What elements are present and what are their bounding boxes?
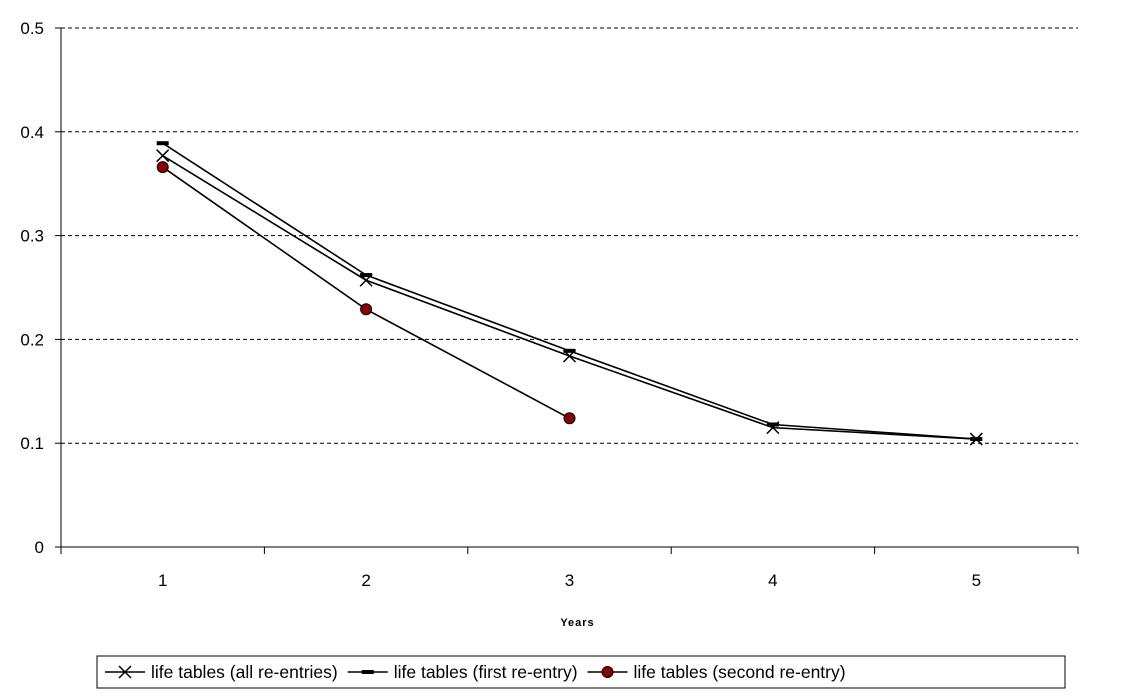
series (156, 141, 983, 446)
data-point (156, 149, 170, 163)
series-3 (156, 161, 576, 425)
y-tick-label: 0.1 (20, 434, 44, 453)
marker-dash (361, 670, 374, 674)
gridlines (61, 27, 1078, 444)
x-tick-label: 3 (565, 571, 574, 590)
x-tick-label: 1 (158, 571, 167, 590)
data-point (156, 161, 169, 174)
x-tick-label: 5 (972, 571, 981, 590)
y-tick-label: 0.2 (20, 330, 44, 349)
legend: life tables (all re-entries) life tables … (96, 655, 1066, 689)
series-2 (156, 141, 983, 442)
x-axis-title: Years (560, 617, 594, 629)
y-tick-label: 0.3 (20, 227, 44, 246)
marker-circle (156, 161, 169, 174)
series-line (162, 154, 977, 440)
data-point (970, 437, 983, 442)
marker-x (118, 665, 132, 679)
marker-circle (563, 412, 576, 425)
data-point (156, 141, 169, 146)
legend-item: life tables (second re-entry) (587, 662, 846, 682)
y-tick-label: 0 (35, 538, 44, 557)
marker-dash (970, 437, 983, 442)
data-point (563, 348, 576, 353)
x-tick-label: 2 (361, 571, 370, 590)
marker-circle (360, 303, 373, 316)
data-point (563, 412, 576, 425)
legend-item: life tables (first re-entry) (347, 662, 578, 682)
legend-item: life tables (all re-entries) (105, 662, 338, 682)
legend-label: life tables (all re-entries) (151, 662, 338, 682)
axes: 0 0.1 0.2 0.3 0.4 0.5 1 2 3 4 5 (20, 19, 1079, 590)
series-1 (156, 149, 983, 446)
marker-dash (360, 273, 373, 278)
data-point (360, 273, 373, 278)
y-tick-label: 0.5 (20, 19, 44, 38)
legend-label: life tables (first re-entry) (394, 662, 578, 682)
marker-dash (563, 348, 576, 353)
marker-x (156, 149, 170, 163)
y-tick-label: 0.4 (20, 123, 44, 142)
series-line (162, 166, 570, 419)
data-point (360, 303, 373, 316)
legend-box (96, 655, 1066, 689)
marker-circle (601, 666, 614, 678)
marker-dash (766, 422, 779, 427)
x-tick-label: 4 (768, 571, 777, 590)
marker-dash (156, 141, 169, 146)
legend-label: life tables (second re-entry) (634, 662, 846, 682)
series-line (162, 142, 977, 440)
data-point (766, 422, 779, 427)
